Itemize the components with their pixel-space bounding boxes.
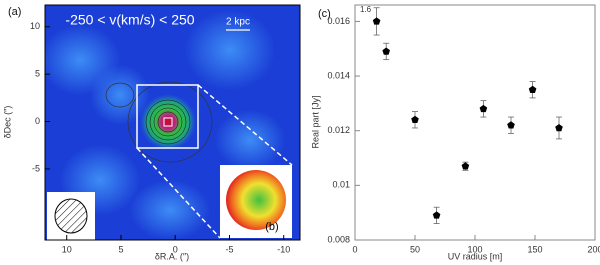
x-tick-label: 50 (410, 244, 420, 254)
inset-disk (226, 170, 286, 230)
map (45, 5, 300, 240)
y-tick-label: 0.01 (332, 180, 350, 190)
contour (145, 99, 191, 145)
y-tick-label: 10 (30, 21, 40, 31)
point (555, 123, 563, 132)
y-axis-label: δDec (″) (2, 106, 12, 139)
source-peak (163, 117, 173, 127)
velocity-range: -250 < v(km/s) < 250 (65, 12, 194, 28)
contour (149, 103, 187, 141)
point (507, 121, 515, 129)
beam (54, 198, 88, 234)
panel-label: (a) (8, 6, 21, 18)
contour (153, 107, 183, 137)
point (372, 17, 381, 25)
point (461, 162, 470, 170)
x-axis-label: δR.A. (″) (155, 251, 189, 261)
map-blob (90, 65, 150, 125)
zoom-box (136, 84, 199, 149)
zoom-line (136, 147, 221, 239)
point (382, 47, 390, 55)
x-tick-label: 150 (527, 244, 542, 254)
y-tick-label: -5 (32, 163, 40, 173)
y-tick-label: 0.008 (327, 234, 350, 244)
x-tick-label: 200 (587, 244, 600, 254)
annotation: 1.6 (360, 5, 372, 14)
y-axis-label: Real part [Jy] (310, 95, 320, 148)
point (528, 85, 537, 93)
point (479, 104, 488, 113)
point (432, 211, 441, 219)
x-tick-label: -5 (225, 244, 233, 254)
contour (105, 82, 135, 108)
x-tick-label: 0 (352, 244, 357, 254)
contour (157, 111, 179, 133)
y-tick-label: 0.016 (327, 16, 350, 26)
contour (127, 81, 213, 163)
point (411, 115, 419, 123)
x-tick-label: -10 (277, 244, 290, 254)
map-blob (130, 180, 210, 240)
y-tick-label: 5 (35, 69, 40, 79)
x-tick-label: 100 (467, 244, 482, 254)
x-tick-label: 10 (62, 244, 72, 254)
x-axis-label: UV radius [m] (448, 251, 503, 261)
y-tick-label: 0.014 (327, 70, 350, 80)
x-tick-label: 5 (118, 244, 123, 254)
zoom-line (197, 84, 293, 166)
map-frame (44, 4, 301, 241)
map-blob (215, 110, 285, 170)
y-tick-label: 0.012 (327, 125, 350, 135)
y-tick-label: 0 (35, 116, 40, 126)
map-blob (185, 10, 275, 90)
scale-label: 2 kpc (226, 17, 250, 28)
x-tick-label: 0 (173, 244, 178, 254)
inset-label: (b) (265, 221, 278, 233)
panel-label: (c) (318, 8, 331, 20)
